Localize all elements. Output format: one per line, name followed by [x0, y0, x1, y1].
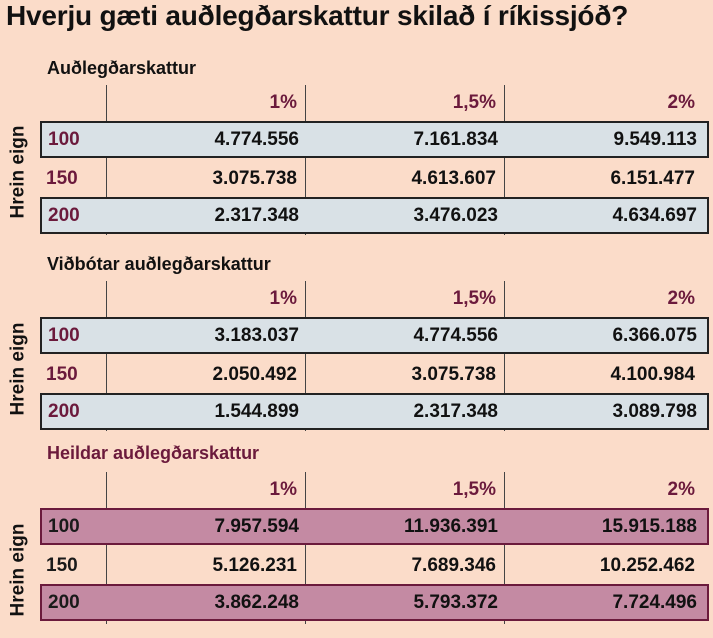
table-row: 200 3.862.248 5.793.372 7.724.496 [40, 584, 709, 621]
table-row: 200 2.317.348 3.476.023 4.634.697 [40, 197, 709, 234]
row-key: 150 [46, 554, 78, 576]
table-cell: 1.544.899 [214, 400, 299, 422]
table-row: 150 5.126.231 7.689.346 10.252.462 [40, 547, 709, 584]
table-vidbotar-audlegdarskattur: Viðbótar auðlegðarskattur Hrein eign 1% … [0, 254, 713, 432]
table-audlegdarskattur: Auðlegðarskattur Hrein eign 1% 1,5% 2% 1… [0, 58, 713, 235]
table-cell: 5.793.372 [413, 591, 498, 613]
table-cell: 7.724.496 [612, 591, 697, 613]
row-key: 200 [48, 204, 80, 226]
column-header: 1,5% [452, 479, 496, 500]
column-header-row: 1% 1,5% 2% [40, 472, 709, 508]
row-axis-label: Hrein eign [7, 125, 28, 219]
table-cell: 7.689.346 [411, 554, 496, 576]
column-header: 2% [667, 288, 695, 309]
column-header-row: 1% 1,5% 2% [40, 85, 709, 121]
column-header: 1% [269, 479, 297, 500]
section-title: Auðlegðarskattur [47, 58, 197, 78]
table-cell: 3.476.023 [413, 204, 498, 226]
section-title: Heildar auðlegðarskattur [47, 443, 260, 463]
table-cell: 4.774.556 [214, 128, 299, 150]
table-cell: 3.862.248 [214, 591, 299, 613]
row-key: 100 [48, 128, 80, 150]
table-row: 100 4.774.556 7.161.834 9.549.113 [40, 121, 709, 158]
row-key: 150 [46, 363, 78, 385]
section-title: Viðbótar auðlegðarskattur [47, 254, 271, 274]
row-axis-label: Hrein eign [7, 322, 28, 416]
row-axis-label: Hrein eign [7, 523, 28, 617]
column-header: 1% [269, 92, 297, 113]
table-cell: 4.774.556 [413, 324, 498, 346]
row-key: 100 [48, 515, 80, 537]
table-cell: 6.151.477 [610, 167, 695, 189]
table-cell: 3.183.037 [214, 324, 299, 346]
table-cell: 9.549.113 [613, 128, 697, 150]
column-header: 1,5% [452, 288, 496, 309]
column-header-row: 1% 1,5% 2% [40, 281, 709, 317]
table-cell: 5.126.231 [212, 554, 297, 576]
table-cell: 2.050.492 [212, 363, 297, 385]
table-cell: 3.075.738 [411, 363, 496, 385]
row-key: 200 [48, 400, 80, 422]
column-header: 1% [269, 288, 297, 309]
row-key: 100 [48, 324, 80, 346]
column-header: 2% [667, 479, 695, 500]
table-cell: 11.936.391 [403, 515, 498, 537]
table-cell: 4.613.607 [411, 167, 496, 189]
table-cell: 15.915.188 [601, 515, 697, 537]
table-cell: 3.075.738 [212, 167, 297, 189]
table-row: 150 2.050.492 3.075.738 4.100.984 [40, 356, 709, 393]
table-cell: 7.161.834 [413, 128, 498, 150]
table-cell: 2.317.348 [413, 400, 498, 422]
table-cell: 10.252.462 [599, 554, 695, 576]
row-key: 150 [46, 167, 78, 189]
table-cell: 4.634.697 [612, 204, 697, 226]
table-cell: 3.089.798 [612, 400, 697, 422]
table-row: 100 7.957.594 11.936.391 15.915.188 [40, 508, 709, 545]
page-title: Hverju gæti auðlegðarskattur skilað í rí… [6, 0, 629, 31]
table-heildar-audlegdarskattur: Heildar auðlegðarskattur Hrein eign 1% 1… [0, 443, 713, 633]
table-row: 150 3.075.738 4.613.607 6.151.477 [40, 160, 709, 197]
table-cell: 2.317.348 [214, 204, 299, 226]
table-cell: 4.100.984 [610, 363, 695, 385]
table-row: 200 1.544.899 2.317.348 3.089.798 [40, 393, 709, 430]
row-key: 200 [48, 591, 80, 613]
table-row: 100 3.183.037 4.774.556 6.366.075 [40, 317, 709, 354]
column-header: 2% [667, 92, 695, 113]
table-cell: 7.957.594 [214, 515, 299, 537]
column-header: 1,5% [452, 92, 496, 113]
table-cell: 6.366.075 [612, 324, 697, 346]
